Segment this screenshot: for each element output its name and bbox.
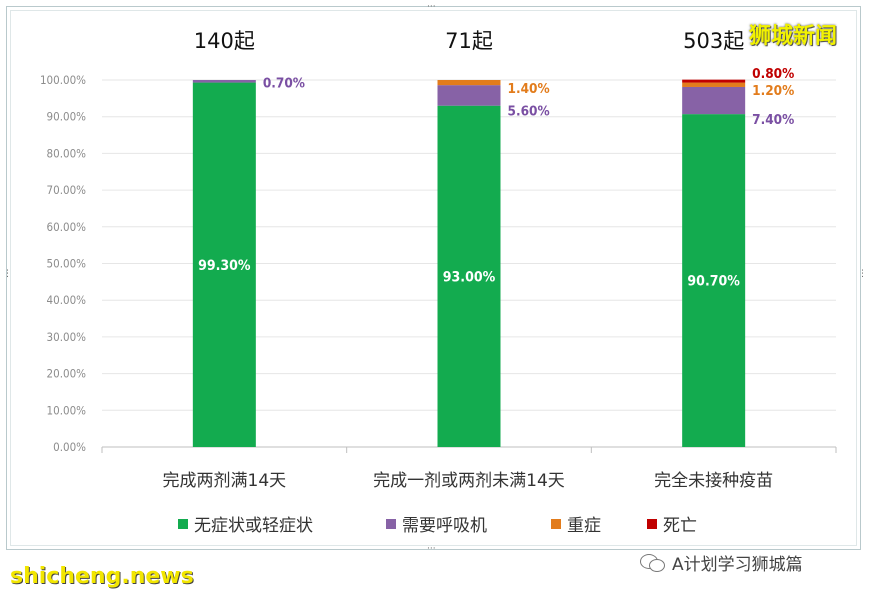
- bar-segment-3: [682, 82, 746, 87]
- data-label: 0.70%: [263, 75, 305, 91]
- y-tick-label: 10.00%: [47, 403, 87, 417]
- bar-segment-1: [192, 82, 256, 447]
- bar-segment-1: [682, 114, 746, 448]
- legend-label: 死亡: [663, 516, 697, 536]
- x-tick-label: 完成两剂满14天: [163, 471, 287, 491]
- data-label: 93.00%: [443, 269, 496, 285]
- data-label: 1.40%: [508, 81, 550, 97]
- y-tick-label: 60.00%: [47, 220, 87, 234]
- bar-segment-3: [437, 80, 501, 86]
- legend-label: 无症状或轻症状: [194, 516, 313, 536]
- y-tick-label: 20.00%: [47, 367, 87, 381]
- data-label: 0.80%: [752, 66, 794, 82]
- category-total-label: 71起: [445, 29, 493, 53]
- watermark-bottom-right-text: A计划学习狮城篇: [672, 554, 803, 575]
- bar-segment-2: [682, 86, 746, 115]
- y-tick-label: 50.00%: [47, 257, 87, 271]
- bar-segment-2: [192, 80, 256, 83]
- data-label: 5.60%: [508, 104, 550, 120]
- y-tick-label: 30.00%: [47, 330, 87, 344]
- legend-label: 需要呼吸机: [402, 516, 487, 536]
- resize-handle-top-icon[interactable]: ···: [427, 2, 436, 12]
- resize-handle-bottom-icon[interactable]: ···: [427, 544, 436, 554]
- bar-segment-4: [682, 79, 746, 83]
- y-tick-label: 80.00%: [47, 146, 87, 160]
- legend-swatch: [551, 519, 561, 529]
- bar-segment-2: [437, 85, 501, 106]
- data-label: 1.20%: [752, 83, 794, 99]
- y-tick-label: 100.00%: [40, 73, 86, 87]
- x-tick-label: 完成一剂或两剂未满14天: [373, 471, 565, 491]
- resize-handle-left-icon[interactable]: ⋮: [3, 269, 12, 279]
- watermark-bottom-left: shicheng.news: [10, 564, 194, 589]
- y-tick-label: 0.00%: [53, 440, 86, 454]
- wechat-icon: [640, 552, 666, 572]
- watermark-top-right: 狮城新闻: [749, 24, 838, 49]
- y-tick-label: 90.00%: [47, 110, 87, 124]
- y-tick-label: 70.00%: [47, 183, 87, 197]
- chart-frame-inner: [10, 10, 857, 546]
- legend-swatch: [386, 519, 396, 529]
- legend-swatch: [178, 519, 188, 529]
- resize-handle-right-icon[interactable]: ⋮: [858, 269, 867, 279]
- legend-swatch: [647, 519, 657, 529]
- y-tick-label: 40.00%: [47, 293, 87, 307]
- legend-label: 重症: [567, 516, 601, 536]
- category-total-label: 503起: [683, 29, 744, 53]
- watermark-bottom-right: A计划学习狮城篇: [640, 550, 803, 575]
- data-label: 7.40%: [752, 112, 794, 128]
- data-label: 99.30%: [198, 258, 251, 274]
- data-label: 90.70%: [687, 274, 740, 290]
- category-total-label: 140起: [194, 29, 255, 53]
- x-tick-label: 完全未接种疫苗: [654, 471, 773, 491]
- bar-segment-1: [437, 105, 501, 447]
